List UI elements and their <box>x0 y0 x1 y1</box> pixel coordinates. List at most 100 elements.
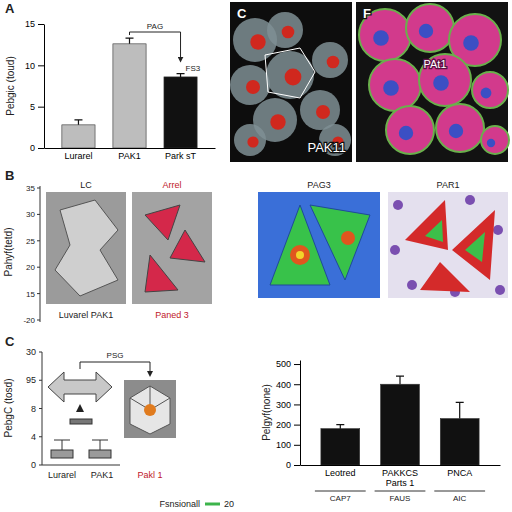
cell <box>369 59 421 111</box>
tick-mark <box>37 188 40 189</box>
annotation: FS3 <box>186 64 201 73</box>
cell-signal <box>481 88 492 99</box>
tick: 200 <box>276 420 300 430</box>
tick-mark <box>294 384 300 385</box>
image-shape <box>296 251 304 259</box>
error-bar <box>126 38 134 44</box>
y-axis: 0 5 10 15 <box>25 19 45 153</box>
tick-label: Leotred <box>325 468 356 478</box>
tick-mark <box>39 408 42 409</box>
tick-label: 400 <box>276 380 291 390</box>
tick-mark <box>38 107 44 108</box>
cell-signal <box>316 105 330 119</box>
cell <box>312 42 348 78</box>
group-line <box>315 491 366 492</box>
image-shape <box>393 200 403 210</box>
legend-label: 20 <box>224 499 234 509</box>
tick-mark <box>37 240 40 241</box>
plot-marks <box>62 38 197 148</box>
cell-signal <box>282 26 295 39</box>
double-arrow <box>48 372 112 402</box>
tick-mark <box>294 404 300 405</box>
image-shape <box>341 231 355 245</box>
error-bar <box>336 425 344 429</box>
tick-label: 5 <box>30 102 35 112</box>
tick-mark <box>294 364 300 365</box>
tick-label: 0 <box>30 143 35 153</box>
tick-label: PAKKCSParts 1 <box>382 468 418 488</box>
cell-signal <box>399 126 413 140</box>
cell <box>406 4 454 52</box>
tick: 0 <box>30 143 44 153</box>
tick-label: 20 <box>26 263 35 272</box>
tick: Lurarel <box>64 148 92 161</box>
axis-title: Pebgic (toud) <box>5 56 16 115</box>
cell-signal <box>373 30 389 46</box>
tick: 300 <box>276 400 300 410</box>
bar-chart: 0 5 10 15 Lurarel PAK1 Park sT Pebgic (toud) <box>5 19 216 161</box>
image <box>132 192 212 304</box>
tick-label: 0 <box>286 460 291 470</box>
image-shape <box>405 200 495 292</box>
cell-signal <box>463 35 479 51</box>
whisker <box>92 440 108 450</box>
plot-marks <box>321 376 479 465</box>
image-label: PAK11 <box>307 140 346 155</box>
bar-chart: 0100200300400500LeotredPAKKCSParts 1PNCA… <box>261 359 501 488</box>
legend: Fsnsionall 20 <box>159 499 234 509</box>
image-shape <box>495 285 505 295</box>
image-caption: Paned 3 <box>155 310 189 320</box>
cell-signal <box>449 124 463 138</box>
tick-label: 15 <box>26 290 35 299</box>
axis-title: Pahyf(tetd) <box>3 228 14 277</box>
tick-label: 4 <box>31 432 36 442</box>
tick-mark <box>37 214 40 215</box>
tick: Park sT <box>165 148 197 161</box>
tick-mark <box>294 445 300 446</box>
cell-signal <box>250 34 265 49</box>
tick: 400 <box>276 380 300 390</box>
micrograph: CPAK11 <box>230 2 352 162</box>
error-bar <box>177 74 185 77</box>
panel-letter: C <box>5 334 15 349</box>
tick: PAKKCSParts 1 <box>382 465 418 488</box>
tick-label: 25 <box>26 237 35 246</box>
error-bar <box>74 120 82 125</box>
cell <box>419 54 471 106</box>
tick-label-line: Parts 1 <box>386 478 415 488</box>
category-label: Lurarel <box>48 470 76 480</box>
tick-label: 10 <box>25 61 35 71</box>
axis-title: PebgC (tosd) <box>3 379 14 438</box>
cell-signal <box>270 114 285 129</box>
image-title: LC <box>80 180 92 190</box>
tick-mark <box>39 352 42 353</box>
annotation: PSG <box>107 351 124 360</box>
tick: 15 <box>25 19 44 29</box>
tick-label: Park sT <box>165 151 197 161</box>
bar <box>164 77 197 148</box>
image <box>388 192 508 298</box>
box <box>89 450 111 458</box>
bar <box>381 384 420 465</box>
category-label: PAK1 <box>91 470 113 480</box>
group-label: AIC <box>453 494 467 503</box>
image-shape <box>493 225 503 235</box>
cell-signal <box>247 136 258 147</box>
bar <box>113 44 146 148</box>
y-axis: 0100200300400500 <box>276 359 301 470</box>
image-caption: Pakl 1 <box>137 470 162 480</box>
x-axis: Lurarel PAK1 Park sT <box>45 148 216 161</box>
group-label: FAUS <box>390 494 411 503</box>
box <box>51 450 73 458</box>
legend-label: Fsnsionall <box>159 499 200 509</box>
whisker <box>54 440 70 450</box>
tick-label: 200 <box>276 420 291 430</box>
annotation-arrow <box>130 32 181 60</box>
panel-letter: A <box>5 1 15 16</box>
tick-mark <box>37 293 40 294</box>
x-axis: LeotredPAKKCSParts 1PNCA <box>301 465 501 488</box>
cell-signal <box>327 56 340 69</box>
tick-label: 500 <box>276 359 291 369</box>
tick: PAK1 <box>118 148 140 161</box>
tick-label: 8 <box>31 404 36 414</box>
